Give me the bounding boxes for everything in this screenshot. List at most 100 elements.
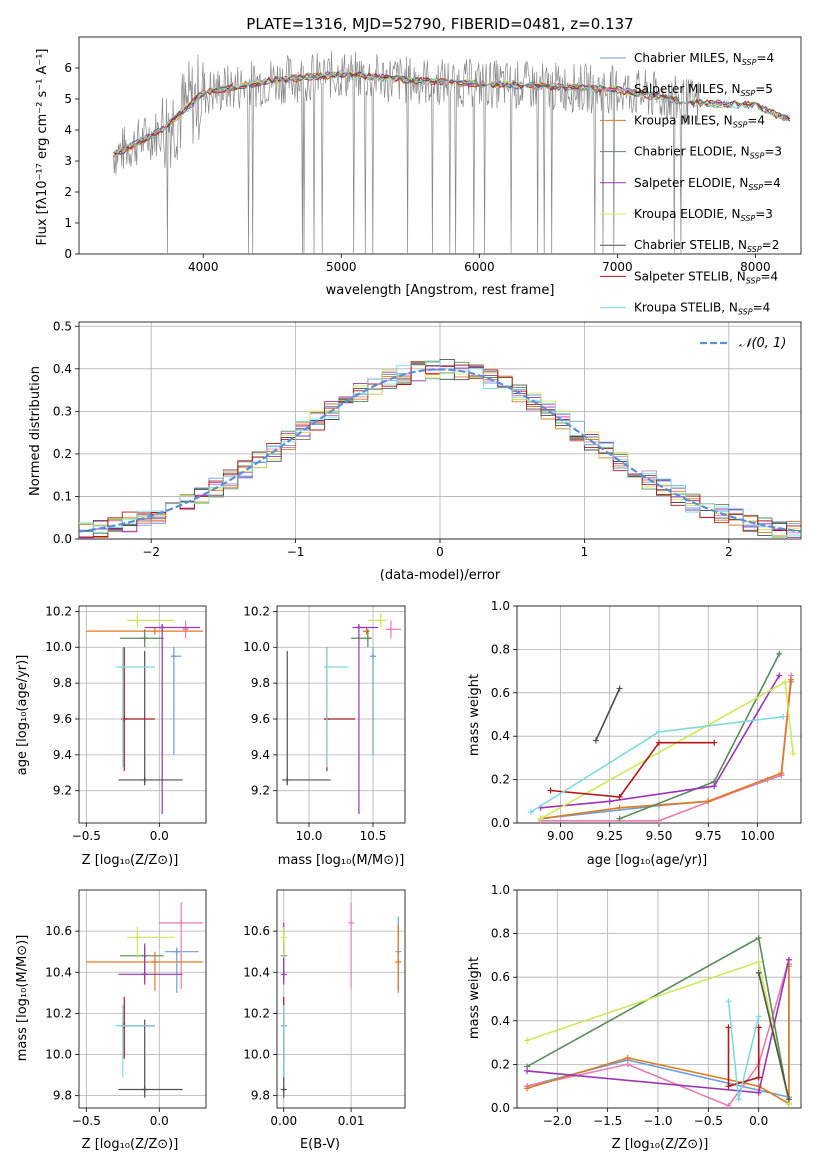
x-tick-label: −1.5 [593,1114,622,1128]
y-tick-label: 0.8 [491,642,510,656]
legend-n: =4 [753,301,771,315]
errorbar-kroupa-elodie [127,927,174,958]
errorbar-chabrier-stelib-marker [284,776,291,783]
errorbar-salpeter-stelib-marker [121,715,128,722]
x-tick-label: 10.0 [296,829,323,843]
x-tick-label: 0.0 [749,1114,768,1128]
errorbar-salpeter-elodie-marker [355,624,362,631]
spectrum-xlabel: wavelength [Angstrom, rest frame] [326,283,555,298]
errorbar-chabrier-elodie-marker [364,635,371,642]
y-tick-label: 0.3 [53,404,72,418]
errorbar-kroupa-stelib-marker [119,663,126,670]
y-tick-label: 0.4 [491,729,510,743]
errorbar-chabrier-elodie [119,945,164,981]
errorbar-chabrier-stelib-marker [141,1086,148,1093]
legend-n: =4 [747,113,765,127]
errorbar-kroupa-elodie-marker [280,934,287,941]
y-tick-label: 0.0 [53,532,72,546]
y-tick-label: 10.0 [243,1048,270,1062]
errorbar-kroupa-elodie [127,613,174,628]
series-kroupa-miles-point [778,770,785,777]
y-tick-label: 10.6 [243,924,270,938]
series-kroupa-stelib-point [780,713,787,720]
y-tick-label: 0.0 [491,1101,510,1115]
legend-sub: SSP [741,214,756,223]
y-tick-label: 0.2 [491,773,510,787]
errorbar-chabrier-miles-marker [370,653,376,660]
y-tick-label: 9.6 [53,712,72,726]
errorbar-chabrier-stelib [118,650,183,786]
gaussian-curve [79,368,801,533]
legend-sub: SSP [750,152,765,161]
errorbar-salpeter-miles [182,620,189,639]
observed-spectrum [113,50,701,254]
legend-label-salpeter-stelib: Salpeter STELIB, NSSP=4 [634,269,778,285]
x-tick-label: −1 [287,545,305,559]
legend-sub: SSP [742,58,757,67]
x-tick-label: 0 [436,545,444,559]
errorbar-kroupa-stelib [280,1005,287,1078]
series-chabrier-stelib [592,685,623,744]
x-tick-label: −1.0 [643,1114,672,1128]
errorbar-kroupa-stelib [115,1005,155,1078]
massweight-vs-z-panel: −2.0 −1.5 −1.0 −0.5 0.0 0.0 0.2 0.4 0.6 0.8 1.0 Z … [467,883,802,1152]
y-tick-label: 6 [64,61,72,75]
legend-n: =2 [762,238,780,252]
errorbar-kroupa-elodie [367,613,388,628]
errorbar-chabrier-miles [370,647,376,755]
axes-frame [516,889,802,1109]
y-tick-label: 9.2 [53,784,72,798]
spectrum-ylabel: Flux [fλ10⁻¹⁷ erg cm⁻² s⁻¹ A⁻¹] [35,49,50,246]
spectrum-panel: PLATE=1316, MJD=52790, FIBERID=0481, z=0… [35,15,802,317]
errorbar-kroupa-stelib-marker [119,1022,126,1029]
x-tick-label: 10.5 [360,829,387,843]
errorbar-salpeter-stelib [121,996,155,1059]
y-tick-label: 9.8 [251,676,270,690]
errorbar-chabrier-miles [170,647,182,755]
x-tick-label: 9.00 [547,829,574,843]
legend-text: Chabrier MILES, N [634,51,742,65]
y-tick-label: 0.8 [491,927,510,941]
x-tick-label: −2.0 [543,1114,572,1128]
legend-sub: SSP [747,245,762,254]
y-tick-label: 10.0 [45,1048,72,1062]
x-tick-label: 4000 [188,260,219,274]
errorbar-kroupa-elodie [280,927,287,958]
y-tick-label: 3 [64,154,72,168]
y-tick-label: 1.0 [491,599,510,613]
x-tick-label: 0.01 [338,1114,365,1128]
errorbar-chabrier-miles [165,947,199,993]
x-tick-label: 5000 [326,260,357,274]
y-tick-label: 0.4 [491,1014,510,1028]
errorbar-salpeter-elodie [118,943,183,985]
series-kroupa-elodie-point [524,1037,531,1044]
errorbar-chabrier-elodie [351,629,372,648]
y-tick-label: 1 [64,216,72,230]
x-tick-label: 9.75 [695,829,722,843]
residual-ylabel: Normed distribution [28,366,43,496]
axes-frame [78,889,207,1109]
x-tick-label: 9.25 [596,829,623,843]
series-kroupa-miles-point [524,1085,531,1092]
errorbar-kroupa-elodie-marker [134,617,141,624]
series-chabrier-stelib [755,969,792,1103]
y-tick-label: 9.4 [251,748,270,762]
series-chabrier-stelib-point [755,969,762,976]
x-tick-label: 8000 [740,260,771,274]
legend-n: =4 [763,176,781,190]
y-tick-label: 0.6 [491,970,510,984]
errorbar-salpeter-miles [348,902,355,989]
y-tick-label: 0.2 [53,447,72,461]
series-kroupa-stelib-line [530,715,784,813]
series-kroupa-stelib [725,998,762,1103]
x-tick-label: −0.5 [694,1114,723,1128]
x-tick-label: 10.00 [740,829,774,843]
series-chabrier-stelib-point [592,737,599,744]
residual-hist-kroupa-stelib [79,360,801,539]
mass-vs-z-xlabel: Z [log₁₀(Z/Z⊙)] [82,1137,179,1152]
series-salpeter-miles-point [624,1061,631,1068]
legend-label-gaussian: 𝒩(0, 1) [739,336,786,351]
series-kroupa-miles-point [788,676,795,683]
x-tick-label: 0.0 [150,1114,169,1128]
